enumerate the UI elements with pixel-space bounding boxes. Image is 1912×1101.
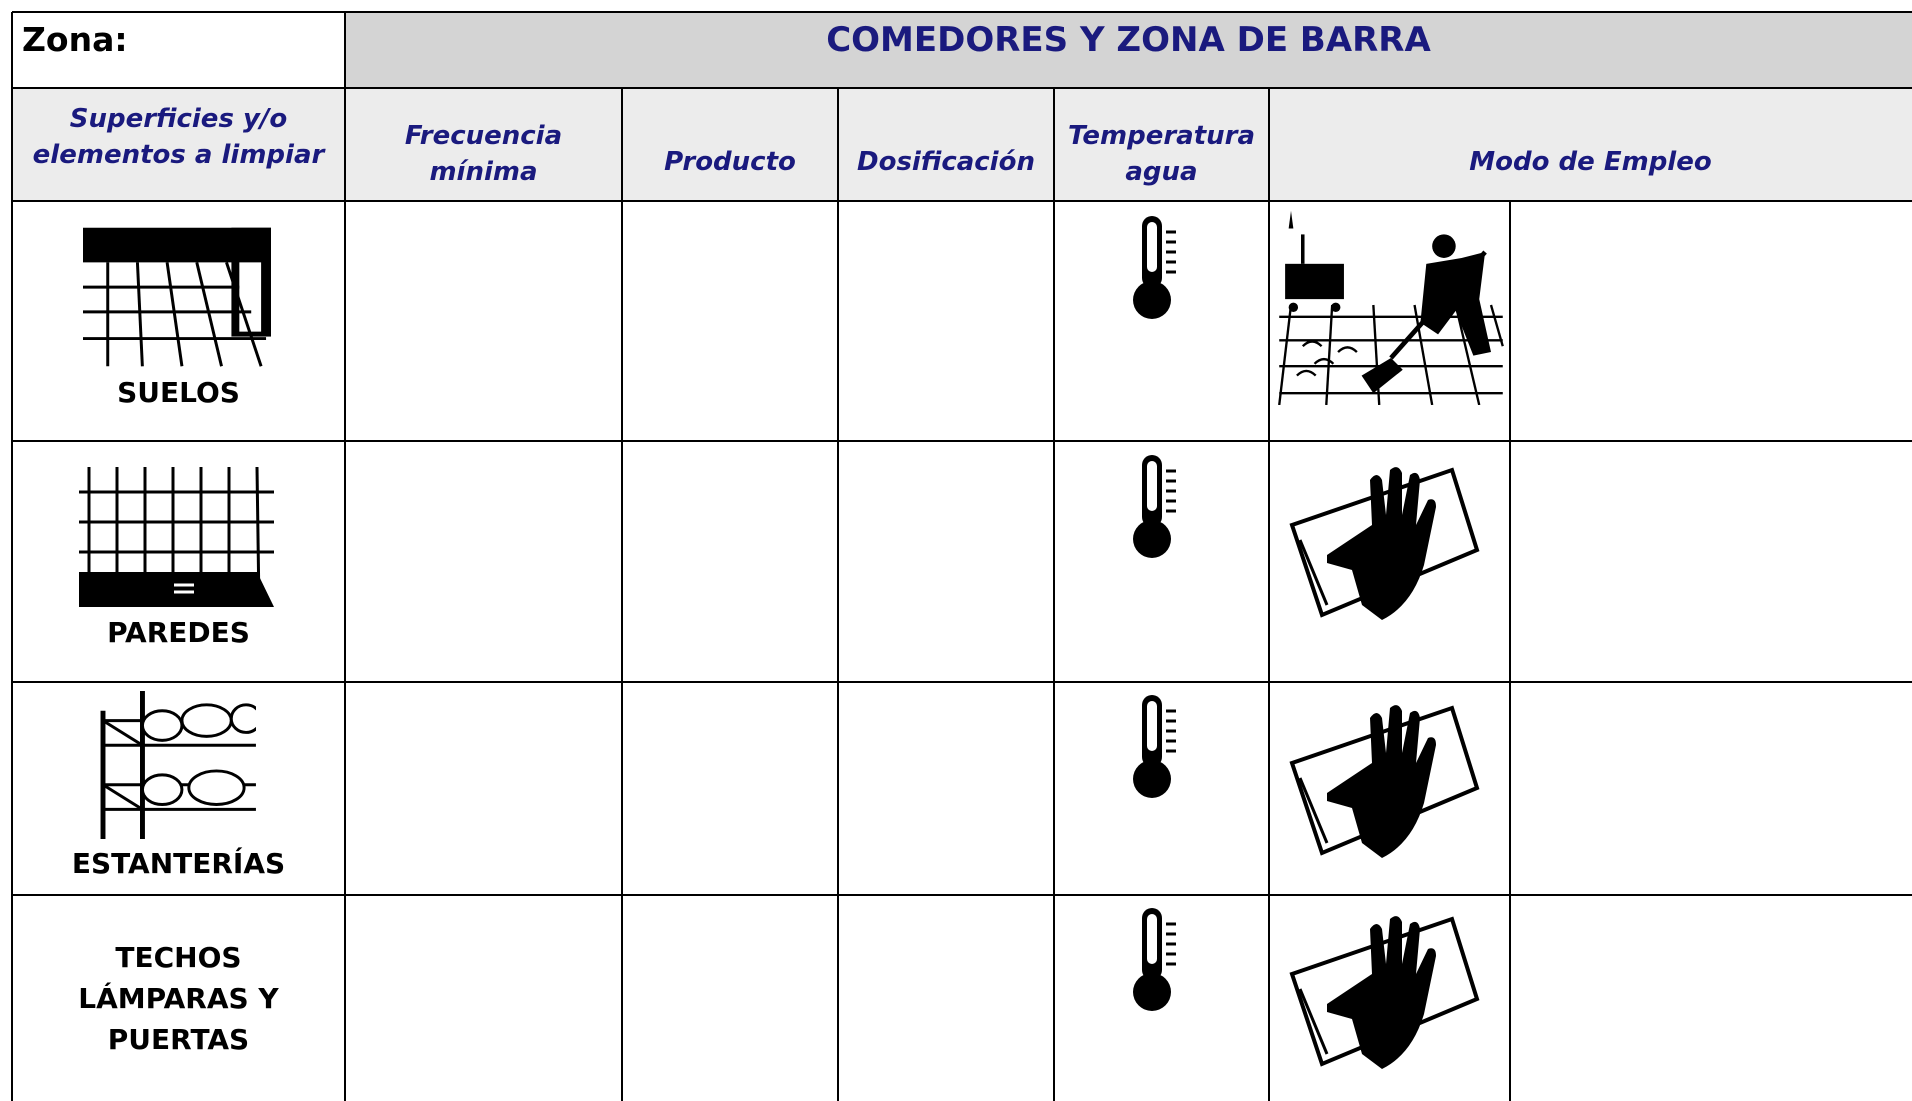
column-header: Frecuencia mínima (404, 120, 563, 187)
column-header: Producto (664, 147, 796, 177)
row-label: PAREDES (107, 615, 250, 649)
hand-cloth-icon (1290, 465, 1479, 622)
hand-cloth-icon (1290, 914, 1479, 1071)
column-header: Superficies y/o elementos a limpiar (32, 104, 325, 170)
row-label: TECHOS LÁMPARAS Y PUERTAS (78, 940, 279, 1056)
thermometer-icon (1131, 693, 1178, 800)
hand-cloth-icon (1290, 703, 1479, 860)
mop-icon (1279, 211, 1503, 405)
zona-label: Zona: (22, 20, 128, 59)
walls-icon (79, 467, 274, 607)
thermometer-icon (1131, 906, 1178, 1013)
title-background (345, 12, 1912, 88)
thermometer-icon (1131, 453, 1178, 560)
column-header: Modo de Empleo (1469, 147, 1712, 177)
grid-lines (11, 11, 1912, 1101)
thermometer-icon (1131, 214, 1178, 321)
floor-icon (83, 227, 271, 367)
sheet-title: COMEDORES Y ZONA DE BARRA (826, 20, 1431, 60)
shelves-icon (103, 691, 261, 839)
column-header: Dosificación (857, 147, 1035, 177)
header-background (12, 88, 1912, 201)
column-header: Temperatura agua (1067, 120, 1256, 187)
row-label: SUELOS (117, 375, 240, 409)
row-label: ESTANTERÍAS (71, 846, 286, 880)
